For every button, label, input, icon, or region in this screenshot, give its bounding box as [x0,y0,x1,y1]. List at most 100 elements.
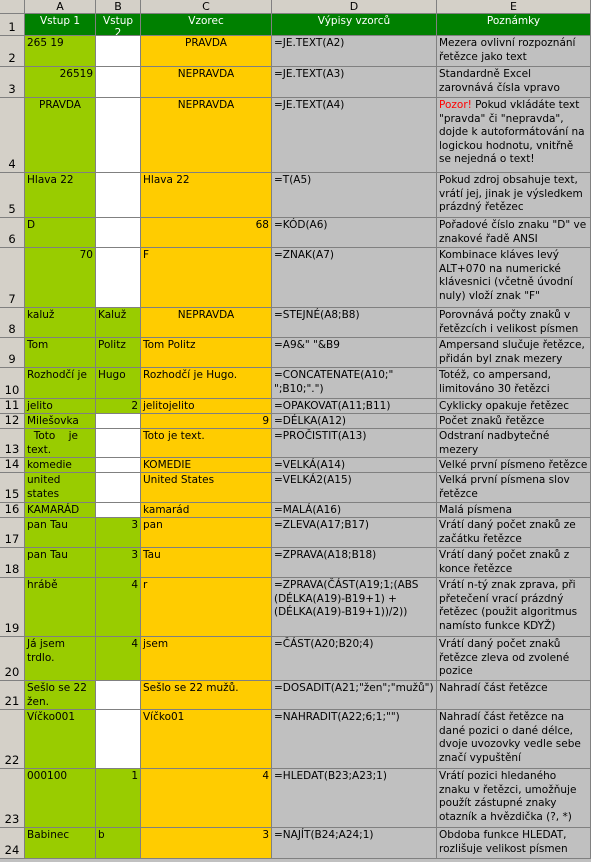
cell-input-1[interactable]: Milešovka [25,414,96,429]
cell-input-1[interactable]: Babinec [25,828,96,859]
cell-input-2[interactable]: 4 [96,637,141,681]
row-header[interactable]: 19 [0,578,25,637]
cell-note[interactable]: Porovnává počty znaků v řetězcích i veli… [437,308,591,338]
cell-formula-text[interactable]: =VELKÁ(A14) [272,458,437,473]
row-header[interactable]: 5 [0,173,25,218]
cell-formula-text[interactable]: =JE.TEXT(A2) [272,36,437,67]
cell-input-2[interactable]: 3 [96,548,141,578]
cell-formula-text[interactable]: =MALÁ(A16) [272,503,437,518]
cell-input-1[interactable]: 26519 [25,67,96,98]
cell-formula-result[interactable]: NEPRAVDA [141,308,272,338]
cell-formula-text[interactable]: =DOSADIT(A21;"žen";"mužů") [272,681,437,710]
cell-formula-result[interactable]: r [141,578,272,637]
cell-input-2[interactable] [96,681,141,710]
cell-note[interactable]: Totéž, co ampersand, limitováno 30 řetěz… [437,368,591,399]
cell-formula-result[interactable]: pan [141,518,272,548]
cell-input-2[interactable]: Hugo [96,368,141,399]
row-header[interactable]: 3 [0,67,25,98]
cell-formula-result[interactable]: 3 [141,828,272,859]
cell-input-1[interactable]: Tom [25,338,96,368]
cell-note[interactable]: Pořadové číslo znaku "D" ve znakové řadě… [437,218,591,248]
cell-input-2[interactable] [96,503,141,518]
header-cell-vstup2[interactable]: Vstup 2 [96,14,141,36]
cell-formula-result[interactable]: Hlava 22 [141,173,272,218]
cell-formula-result[interactable]: Rozhodčí je Hugo. [141,368,272,399]
cell-note[interactable]: Nahradí část řetězce na dané pozici o da… [437,710,591,769]
cell-note[interactable]: Nahradí část řetězce [437,681,591,710]
row-header[interactable]: 17 [0,518,25,548]
cell-note[interactable]: Mezera ovlivní rozpoznání řetězce jako t… [437,36,591,67]
cell-formula-result[interactable]: 4 [141,769,272,828]
row-header[interactable]: 2 [0,36,25,67]
cell-input-2[interactable] [96,248,141,308]
cell-formula-text[interactable]: =VELKÁ2(A15) [272,473,437,503]
cell-note[interactable]: Kombinace kláves levý ALT+070 na numeric… [437,248,591,308]
cell-note[interactable]: Vrátí daný počet znaků řetězce zleva od … [437,637,591,681]
column-header-c[interactable]: C [141,0,272,14]
cell-input-1[interactable]: kaluž [25,308,96,338]
cell-input-2[interactable]: 3 [96,518,141,548]
header-cell-vstup1[interactable]: Vstup 1 [25,14,96,36]
column-header-e[interactable]: E [437,0,591,14]
cell-input-1[interactable]: 265 19 [25,36,96,67]
row-header[interactable]: 20 [0,637,25,681]
cell-input-1[interactable]: pan Tau [25,518,96,548]
cell-formula-result[interactable]: F [141,248,272,308]
cell-note[interactable]: Pokud zdroj obsahuje text, vrátí jej, ji… [437,173,591,218]
row-header[interactable]: 12 [0,413,25,429]
cell-input-2[interactable]: 2 [96,399,141,414]
cell-formula-text[interactable]: =NAHRADIT(A22;6;1;"") [272,710,437,769]
cell-note[interactable]: Cyklicky opakuje řetězec [437,399,591,414]
cell-formula-result[interactable]: NEPRAVDA [141,67,272,98]
cell-note[interactable]: Velké první písmeno řetězce [437,458,591,473]
cell-formula-result[interactable]: Tom Politz [141,338,272,368]
cell-formula-result[interactable]: Víčko01 [141,710,272,769]
cell-note[interactable]: Pozor! Pokud vkládáte text "pravda" či "… [437,98,591,173]
select-all-corner[interactable] [0,0,25,14]
cell-input-1[interactable]: Já jsem trdlo. [25,637,96,681]
cell-input-2[interactable] [96,429,141,458]
row-header[interactable]: 11 [0,398,25,414]
cell-note[interactable]: Odstraní nadbytečné mezery [437,429,591,458]
cell-input-1[interactable]: pan Tau [25,548,96,578]
cell-input-1[interactable]: Rozhodčí je [25,368,96,399]
cell-input-2[interactable]: Politz [96,338,141,368]
cell-input-2[interactable] [96,218,141,248]
cell-formula-text[interactable]: =OPAKOVAT(A11;B11) [272,399,437,414]
cell-formula-text[interactable]: =CONCATENATE(A10;" ";B10;".") [272,368,437,399]
cell-input-1[interactable]: Toto je text. [25,429,96,458]
cell-input-2[interactable]: b [96,828,141,859]
cell-formula-result[interactable]: Tau [141,548,272,578]
cell-formula-result[interactable]: KOMEDIE [141,458,272,473]
row-header[interactable]: 21 [0,681,25,710]
cell-note[interactable]: Obdoba funkce HLEDAT, rozlišuje velikost… [437,828,591,859]
row-header[interactable]: 10 [0,368,25,399]
cell-formula-text[interactable]: =NAJÍT(B24;A24;1) [272,828,437,859]
cell-input-2[interactable] [96,414,141,429]
row-header[interactable]: 24 [0,828,25,859]
cell-formula-text[interactable]: =ZPRAVA(A18;B18) [272,548,437,578]
cell-note[interactable]: Vrátí daný počet znaků ze začátku řetězc… [437,518,591,548]
cell-formula-text[interactable]: =ZPRAVA(ČÁST(A19;1;(ABS (DÉLKA(A19)-B19+… [272,578,437,637]
header-cell-vzorec[interactable]: Vzorec [141,14,272,36]
row-header[interactable]: 14 [0,457,25,473]
cell-formula-text[interactable]: =PROČISTIT(A13) [272,429,437,458]
cell-input-1[interactable]: Víčko001 [25,710,96,769]
cell-formula-result[interactable]: Sešlo se 22 mužů. [141,681,272,710]
cell-input-1[interactable]: 000100 [25,769,96,828]
cell-input-1[interactable]: komedie [25,458,96,473]
row-header[interactable]: 22 [0,710,25,769]
cell-input-1[interactable]: KAMARÁD [25,503,96,518]
cell-formula-text[interactable]: =DÉLKA(A12) [272,414,437,429]
cell-note[interactable]: Vrátí pozici hledaného znaku v řetězci, … [437,769,591,828]
cell-input-1[interactable]: jelito [25,399,96,414]
column-header-d[interactable]: D [272,0,437,14]
row-header[interactable]: 6 [0,218,25,248]
cell-formula-result[interactable]: United States [141,473,272,503]
cell-formula-text[interactable]: =HLEDAT(B23;A23;1) [272,769,437,828]
cell-input-1[interactable]: Sešlo se 22 žen. [25,681,96,710]
row-header[interactable]: 4 [0,98,25,173]
cell-input-2[interactable]: 1 [96,769,141,828]
cell-input-2[interactable] [96,36,141,67]
cell-note[interactable]: Vrátí n-tý znak zprava, při přetečení vr… [437,578,591,637]
